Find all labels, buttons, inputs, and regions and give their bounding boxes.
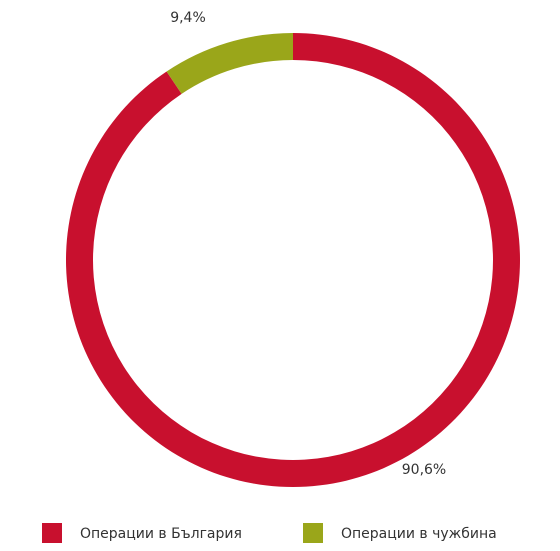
legend-swatch [42, 523, 62, 543]
legend-label: Операции в България [80, 526, 242, 542]
donut-slice [65, 33, 520, 487]
data-label: 9,4% [170, 10, 206, 26]
legend-label: Операции в чужбина [341, 526, 497, 542]
legend-swatch [303, 523, 323, 543]
data-label: 90,6% [402, 462, 446, 478]
donut-slice [166, 33, 293, 94]
